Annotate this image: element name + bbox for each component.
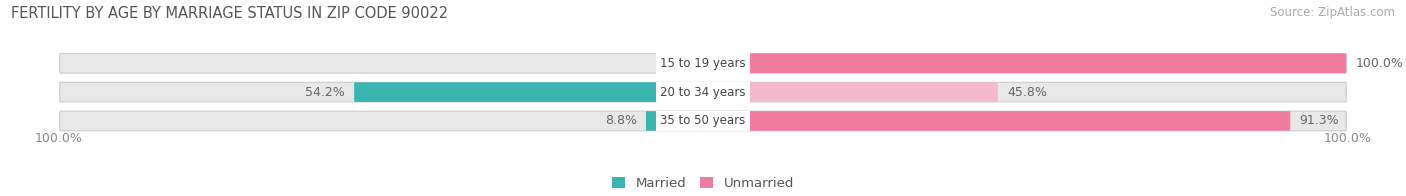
FancyBboxPatch shape: [354, 82, 703, 102]
FancyBboxPatch shape: [703, 111, 1291, 131]
Text: 15 to 19 years: 15 to 19 years: [661, 57, 745, 70]
Text: 100.0%: 100.0%: [1355, 57, 1403, 70]
Legend: Married, Unmarried: Married, Unmarried: [607, 171, 799, 195]
FancyBboxPatch shape: [59, 82, 703, 102]
FancyBboxPatch shape: [703, 82, 998, 102]
Text: 20 to 34 years: 20 to 34 years: [661, 86, 745, 99]
Text: 8.8%: 8.8%: [605, 114, 637, 127]
FancyBboxPatch shape: [645, 111, 703, 131]
Text: 100.0%: 100.0%: [35, 132, 83, 145]
FancyBboxPatch shape: [59, 111, 703, 131]
Text: 35 to 50 years: 35 to 50 years: [661, 114, 745, 127]
FancyBboxPatch shape: [703, 54, 1347, 73]
Text: Source: ZipAtlas.com: Source: ZipAtlas.com: [1270, 6, 1395, 19]
Text: 91.3%: 91.3%: [1299, 114, 1339, 127]
Text: 100.0%: 100.0%: [1323, 132, 1371, 145]
Text: 0.0%: 0.0%: [661, 57, 693, 70]
FancyBboxPatch shape: [703, 111, 1347, 131]
FancyBboxPatch shape: [703, 82, 1347, 102]
FancyBboxPatch shape: [59, 54, 703, 73]
Text: 54.2%: 54.2%: [305, 86, 344, 99]
FancyBboxPatch shape: [703, 54, 1347, 73]
Text: 45.8%: 45.8%: [1007, 86, 1047, 99]
Text: FERTILITY BY AGE BY MARRIAGE STATUS IN ZIP CODE 90022: FERTILITY BY AGE BY MARRIAGE STATUS IN Z…: [11, 6, 449, 21]
